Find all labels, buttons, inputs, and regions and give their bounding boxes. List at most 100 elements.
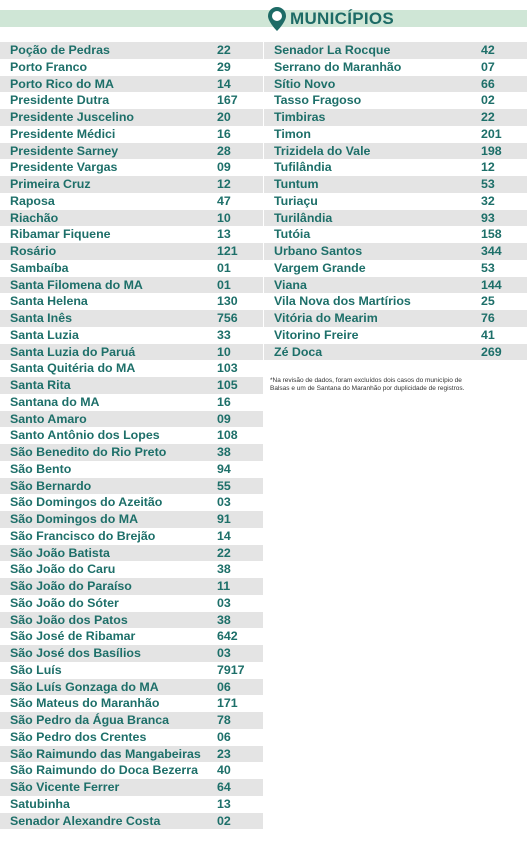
table-row: São Luís Gonzaga do MA 06	[0, 678, 263, 696]
municipality-name: Rosário	[10, 244, 57, 258]
table-row: Santa Luzia do Paruá 10	[0, 343, 263, 361]
table-row: Tasso Fragoso 02	[264, 92, 527, 109]
table-row: Ribamar Fiquene 13	[0, 226, 263, 243]
case-count: 171	[217, 696, 238, 711]
municipality-name: Tutóia	[274, 227, 311, 242]
table-row: São João dos Patos 38	[0, 611, 263, 629]
case-count: 33	[217, 327, 231, 342]
case-count: 03	[217, 595, 231, 610]
case-count: 07	[481, 59, 495, 74]
case-count: 105	[217, 378, 238, 392]
case-count: 53	[481, 260, 495, 275]
case-count: 130	[217, 294, 238, 309]
municipality-name: Serrano do Maranhão	[274, 59, 402, 74]
municipality-name: São José de Ribamar	[10, 629, 136, 644]
table-row: Trizidela do Vale 198	[264, 142, 527, 160]
case-count: 78	[217, 713, 231, 727]
case-count: 13	[217, 227, 231, 242]
municipality-name: Turilândia	[274, 210, 333, 225]
municipality-name: Santa Rita	[10, 378, 71, 392]
table-row: São João Batista 22	[0, 544, 263, 562]
municipality-name: Senador La Rocque	[274, 43, 391, 57]
municipality-name: Turiaçu	[274, 193, 318, 208]
municipality-name: Tufilândia	[274, 160, 332, 175]
table-row: Poção de Pedras 22	[0, 42, 263, 59]
table-row: Porto Franco 29	[0, 59, 263, 76]
municipality-name: Zé Doca	[274, 344, 323, 359]
table-row: São Domingos do Azeitão 03	[0, 494, 263, 511]
case-count: 7917	[217, 662, 245, 677]
municipality-name: São Pedro dos Crentes	[10, 729, 147, 744]
case-count: 09	[217, 411, 231, 426]
case-count: 09	[217, 160, 231, 175]
case-count: 29	[217, 59, 231, 74]
table-row: Urbano Santos 344	[264, 243, 527, 260]
municipality-name: São Francisco do Brejão	[10, 528, 156, 543]
municipality-name: São João do Caru	[10, 562, 116, 577]
table-row: Satubinha 13	[0, 796, 263, 813]
municipality-name: Senador Alexandre Costa	[10, 813, 161, 828]
case-count: 198	[481, 143, 502, 158]
table-row: Riachão 10	[0, 209, 263, 227]
municipality-name: São Mateus do Maranhão	[10, 696, 160, 711]
table-row: São Benedito do Rio Preto 38	[0, 444, 263, 461]
case-count: 53	[481, 177, 495, 191]
municipality-name: Viana	[274, 277, 307, 292]
table-row: São José dos Basílios 03	[0, 645, 263, 662]
table-row: Presidente Juscelino 20	[0, 109, 263, 126]
case-count: 201	[481, 126, 502, 141]
case-count: 108	[217, 428, 238, 443]
case-count: 344	[481, 244, 502, 258]
case-count: 167	[217, 93, 238, 108]
case-count: 756	[217, 311, 238, 325]
municipality-name: Santo Antônio dos Lopes	[10, 428, 160, 443]
case-count: 25	[481, 294, 495, 309]
table-row: Vitorino Freire 41	[264, 327, 527, 344]
case-count: 03	[217, 646, 231, 660]
municipality-name: Ribamar Fiquene	[10, 227, 111, 242]
table-row: Tuntum 53	[264, 176, 527, 193]
table-row: São Domingos do MA 91	[0, 511, 263, 528]
municipality-name: Satubinha	[10, 796, 70, 811]
municipality-name: Presidente Médici	[10, 126, 116, 141]
case-count: 01	[217, 260, 231, 275]
municipality-name: Timon	[274, 126, 311, 141]
table-row: Raposa 47	[0, 193, 263, 210]
table-row: São Pedro da Água Branca 78	[0, 712, 263, 729]
table-row: Vila Nova dos Martírios 25	[264, 293, 527, 310]
case-count: 93	[481, 210, 495, 225]
case-count: 01	[217, 277, 231, 292]
table-row: São Raimundo do Doca Bezerra 40	[0, 762, 263, 779]
municipality-name: São Domingos do Azeitão	[10, 495, 163, 510]
municipality-name: Presidente Dutra	[10, 93, 110, 108]
table-row: Timbiras 22	[264, 109, 527, 126]
table-row: Serrano do Maranhão 07	[264, 59, 527, 76]
case-count: 14	[217, 528, 231, 543]
municipality-name: Vila Nova dos Martírios	[274, 294, 411, 309]
table-row: São João do Paraíso 11	[0, 578, 263, 595]
title: MUNICÍPIOS	[290, 9, 395, 28]
municipality-name: Presidente Vargas	[10, 160, 118, 175]
case-count: 642	[217, 629, 238, 644]
table-row: Primeira Cruz 12	[0, 176, 263, 193]
case-count: 12	[481, 160, 495, 175]
municipality-name: São Raimundo das Mangabeiras	[10, 746, 201, 761]
table-row: Santana do MA 16	[0, 394, 263, 411]
municipality-name: São Luís Gonzaga do MA	[10, 679, 159, 694]
table-row: Santo Amaro 09	[0, 410, 263, 428]
municipality-name: São Bento	[10, 461, 72, 476]
table-row: Rosário 121	[0, 243, 263, 260]
case-count: 64	[217, 780, 231, 794]
municipality-name: Riachão	[10, 210, 59, 225]
municipality-name: Sítio Novo	[274, 76, 336, 91]
table-row: São José de Ribamar 642	[0, 628, 263, 645]
municipality-name: Timbiras	[274, 110, 326, 124]
footnote: Balsas e um de Santana do Maranhão por d…	[270, 385, 465, 393]
municipality-name: Santa Filomena do MA	[10, 277, 143, 292]
table-row: Presidente Sarney 28	[0, 142, 263, 160]
table-row: Porto Rico do MA 14	[0, 75, 263, 93]
header-band	[0, 10, 527, 27]
municipality-name: Santa Quitéria do MA	[10, 361, 136, 376]
municipality-name: Santo Amaro	[10, 411, 87, 426]
municipality-name: Primeira Cruz	[10, 177, 91, 191]
